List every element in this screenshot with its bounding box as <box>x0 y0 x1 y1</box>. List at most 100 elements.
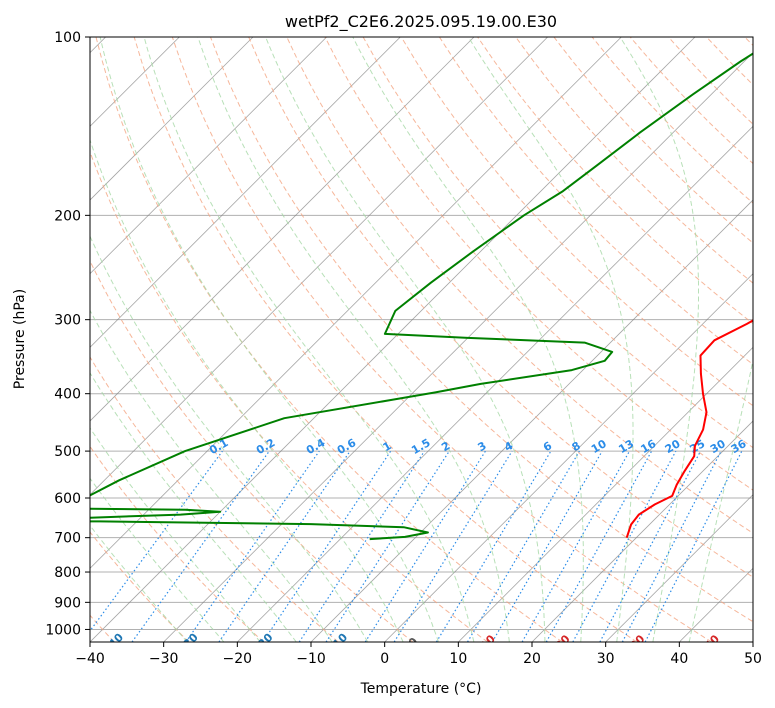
x-axis-label: Temperature (°C) <box>360 681 482 697</box>
dry-adiabat-line <box>248 37 753 578</box>
mixing-ratio-label: 6 <box>541 439 554 454</box>
dry-adiabat-line <box>90 445 264 642</box>
profile-lines <box>90 52 753 541</box>
y-tick-label: 400 <box>54 387 81 403</box>
mixing-ratio-line <box>262 450 392 642</box>
mixing-ratio-label: 1 <box>381 439 394 454</box>
mixing-ratio-line <box>521 450 631 642</box>
temperature-profile-line <box>625 319 753 539</box>
dry-adiabat-line <box>133 37 638 642</box>
moist-adiabat-line <box>90 371 297 642</box>
dry-adiabat-line <box>553 37 753 244</box>
dry-adiabat-line <box>668 37 753 125</box>
y-tick-label: 500 <box>54 444 81 460</box>
mixing-ratio-line <box>364 450 486 642</box>
mixing-ratio-line <box>644 450 743 642</box>
dry-adiabat-line <box>744 37 753 47</box>
moist-adiabat-line <box>197 37 510 642</box>
mixing-ratio-label: 1.5 <box>409 436 432 457</box>
dry-adiabat-label: -10 <box>327 630 350 653</box>
dry-adiabat-line <box>324 37 753 491</box>
mixing-ratio-label: 0.2 <box>254 436 277 457</box>
mixing-ratio-line <box>218 450 351 642</box>
dry-adiabat-line <box>95 37 563 642</box>
moist-adiabat-line <box>90 309 333 642</box>
mixing-ratio-label: 30 <box>708 437 728 456</box>
dry-adiabat-line <box>400 37 753 407</box>
isotherm-line <box>90 37 475 422</box>
dry-adiabat-line <box>171 37 712 642</box>
dry-adiabat-label: -30 <box>178 630 201 653</box>
isotherm-line <box>605 494 753 642</box>
dry-adiabat-label: 40 <box>702 632 722 652</box>
mixing-ratio-line <box>466 450 580 642</box>
mixing-ratio-line <box>325 450 450 642</box>
y-tick-label: 1000 <box>45 622 81 638</box>
isotherm-line <box>163 52 753 642</box>
y-axis-label: Pressure (hPa) <box>12 289 28 389</box>
dry-adiabat-label: 20 <box>553 632 573 652</box>
mixing-ratio-line <box>435 450 552 642</box>
mixing-ratio-line <box>621 450 722 642</box>
moist-adiabat-line <box>143 37 475 642</box>
x-tick-label: 30 <box>597 651 615 667</box>
moist-adiabat-line <box>90 477 225 642</box>
dry-adiabat-line <box>591 37 753 204</box>
isotherm-line <box>90 37 254 201</box>
dry-adiabat-label: -20 <box>252 630 275 653</box>
mixing-ratio-line <box>90 450 223 632</box>
dewpoint-profile-line <box>90 52 753 541</box>
moist-adiabat-line <box>90 427 261 642</box>
plot-frame <box>89 36 754 643</box>
isotherm-line <box>384 273 753 642</box>
x-tick-label: 40 <box>670 651 688 667</box>
x-tick-label: −10 <box>296 651 326 667</box>
background-lines <box>90 37 753 642</box>
isotherm-line <box>90 37 548 496</box>
moist-adiabat-line <box>90 524 188 642</box>
mixing-ratio-line <box>491 450 603 642</box>
mixing-ratio-label: 20 <box>663 437 683 456</box>
isotherm-line <box>237 125 753 642</box>
y-tick-label: 600 <box>54 491 81 507</box>
moist-adiabat-line <box>688 358 753 642</box>
dry-adiabat-label: 30 <box>627 632 647 652</box>
moist-adiabat-line <box>90 235 369 642</box>
mixing-ratio-line <box>545 450 653 642</box>
y-axis: 100 200 300 400 500 600 700 800 900 1000 <box>45 30 90 638</box>
isotherm-line <box>90 37 622 569</box>
chart-title: wetPf2_C2E6.2025.095.19.00.E30 <box>285 12 557 32</box>
mixing-ratio-label: 0.6 <box>335 436 359 457</box>
mixing-ratio-line <box>393 450 513 642</box>
x-tick-label: 10 <box>449 651 467 667</box>
isotherm-line <box>531 420 753 642</box>
dry-adiabat-line <box>90 356 339 642</box>
dry-adiabat-label: 10 <box>478 632 498 652</box>
isotherm-line <box>458 346 753 642</box>
x-tick-label: −40 <box>75 651 105 667</box>
x-tick-label: 20 <box>523 651 541 667</box>
mixing-ratio-label: 16 <box>639 437 659 456</box>
y-tick-label: 100 <box>54 30 81 46</box>
dry-adiabat-line <box>362 37 753 449</box>
mixing-ratio-line <box>572 450 677 642</box>
mixing-ratio-label: 10 <box>589 437 609 456</box>
dry-adiabat-label: -40 <box>103 630 126 653</box>
x-tick-label: 0 <box>380 651 389 667</box>
y-tick-label: 200 <box>54 208 81 224</box>
moist-adiabat-line <box>99 37 439 642</box>
moist-adiabat-line <box>90 138 404 642</box>
dry-adiabat-line <box>438 37 753 366</box>
dry-adiabat-line <box>515 37 753 284</box>
mixing-ratio-label: 3 <box>475 439 488 454</box>
x-tick-label: −30 <box>149 651 179 667</box>
isotherm-line <box>90 37 401 348</box>
y-tick-label: 700 <box>54 531 81 547</box>
moist-adiabat-line <box>352 37 584 642</box>
mixing-ratio-line <box>185 450 320 642</box>
moist-adiabat-line <box>265 37 546 642</box>
mixing-ratio-label: 4 <box>502 439 515 454</box>
dry-adiabat-line <box>90 150 488 642</box>
y-tick-label: 900 <box>54 595 81 611</box>
